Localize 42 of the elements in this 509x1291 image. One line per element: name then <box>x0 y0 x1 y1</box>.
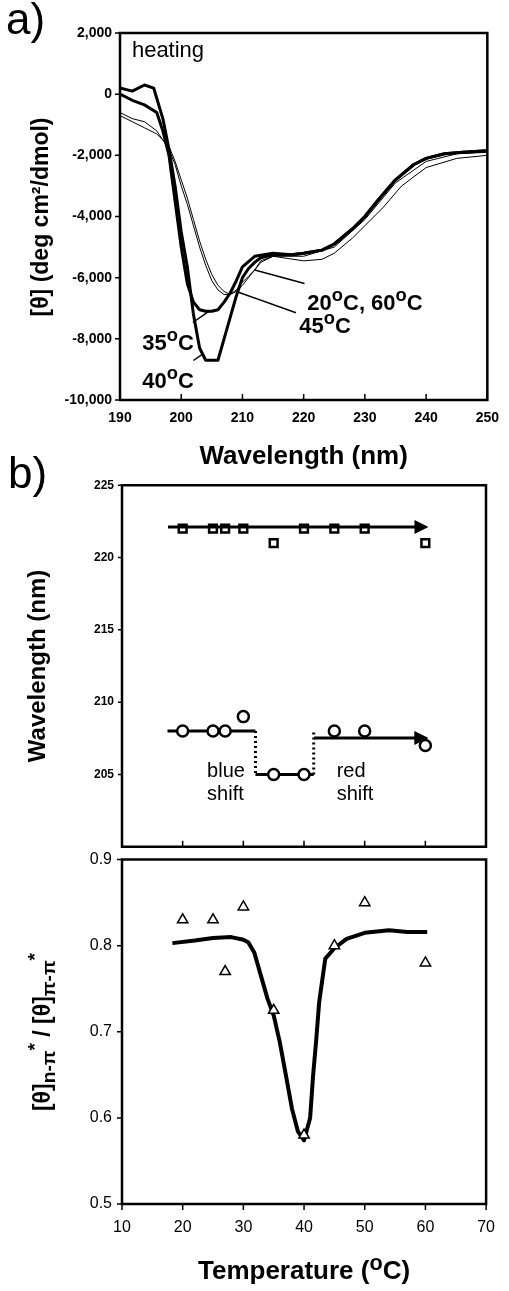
y-tick-label: 0.8 <box>89 936 113 954</box>
x-tick-label: 210 <box>230 409 255 426</box>
x-tick-label: 50 <box>355 1218 374 1236</box>
annotation: 40$^{o}$C <box>142 362 194 394</box>
x-tick-label: 250 <box>475 409 500 426</box>
y-tick-label: 225 <box>93 477 115 492</box>
x-tick-label: 200 <box>169 409 194 426</box>
y-tick-label: 0.6 <box>89 1108 113 1126</box>
y-tick-label: -8,000 <box>72 329 113 346</box>
y-tick-label: 0.9 <box>89 850 113 868</box>
x-tick-label: 230 <box>353 409 377 426</box>
x-tick-label: 30 <box>234 1218 253 1236</box>
y-tick-label: 215 <box>93 622 115 637</box>
chart-title: b) <box>8 448 48 498</box>
y-tick-label: -2,000 <box>72 146 113 163</box>
y-tick-label: 220 <box>93 549 115 564</box>
x-tick-label: 220 <box>291 409 316 426</box>
x-tick-label: 40 <box>295 1218 314 1236</box>
x-tick-label: 10 <box>113 1218 131 1236</box>
y-tick-label: -4,000 <box>72 207 113 224</box>
annotation: heating <box>131 37 205 63</box>
annotation: blue shift <box>207 759 245 805</box>
x-tick-label: 240 <box>414 409 438 426</box>
y-axis-title: [θ] (deg cm²/dmol) <box>26 117 54 316</box>
annotation: red shift <box>336 759 374 805</box>
y-tick-label: 0 <box>104 85 113 102</box>
y-tick-label: 2,000 <box>76 23 113 40</box>
x-axis-title: Temperature ($^{o}$C) <box>197 1249 411 1287</box>
y-tick-label: 210 <box>93 694 115 709</box>
chart-title: a) <box>6 0 46 44</box>
x-tick-label: 20 <box>173 1218 192 1236</box>
y-tick-label: 205 <box>93 766 115 781</box>
y-axis-title: Wavelength (nm) <box>23 569 51 763</box>
y-tick-label: -6,000 <box>72 268 113 285</box>
x-tick-label: 70 <box>477 1218 496 1236</box>
x-tick-label: 190 <box>108 409 132 426</box>
x-tick-label: 60 <box>416 1218 435 1236</box>
y-tick-label: 0.5 <box>89 1194 113 1212</box>
y-tick-label: 0.7 <box>89 1022 113 1040</box>
x-axis-title: Wavelength (nm) <box>199 439 408 471</box>
y-tick-label: -10,000 <box>64 390 113 407</box>
annotation: 35$^{o}$C <box>142 324 194 356</box>
